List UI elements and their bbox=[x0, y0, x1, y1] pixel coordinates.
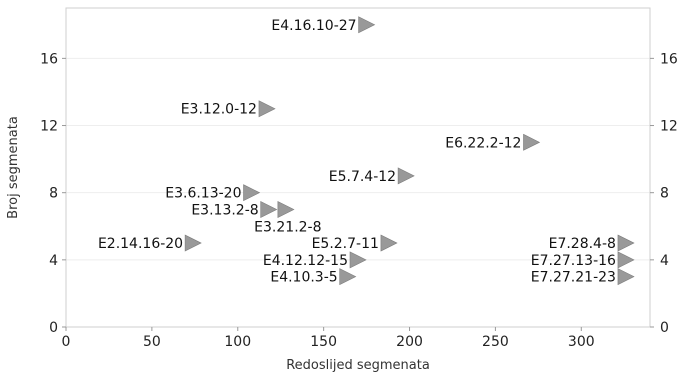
y-tick-label-right: 8 bbox=[660, 186, 669, 202]
data-points: E4.16.10-27 E3.12.0-12 E6.22.2-12 E5.7.4-12… bbox=[98, 16, 635, 286]
y-tick-label-right: 12 bbox=[660, 119, 678, 135]
point-marker bbox=[617, 234, 635, 252]
point-marker bbox=[523, 133, 541, 151]
point-label: E3.21.2-8 bbox=[254, 219, 321, 235]
point-marker bbox=[277, 200, 295, 218]
y-tick-label: 4 bbox=[49, 253, 58, 269]
point-label: E4.10.3-5 bbox=[270, 270, 337, 286]
plot-area bbox=[65, 7, 651, 328]
y-tick-label-right: 16 bbox=[660, 51, 678, 67]
y-tick-label: 12 bbox=[40, 119, 58, 135]
point-marker bbox=[243, 184, 261, 202]
y-tick-label-right: 4 bbox=[660, 253, 669, 269]
point-label: E4.16.10-27 bbox=[271, 18, 356, 34]
point-marker bbox=[397, 167, 415, 185]
x-tick-label: 150 bbox=[310, 334, 337, 350]
point-label: E7.27.13-16 bbox=[531, 253, 616, 269]
point-label: E3.6.13-20 bbox=[165, 186, 241, 202]
y-tick-label: 16 bbox=[40, 51, 58, 67]
point-label: E5.2.7-11 bbox=[312, 236, 379, 252]
y-axis-title: Broj segmenata bbox=[6, 116, 21, 219]
point-label: E3.12.0-12 bbox=[181, 102, 257, 118]
y-tick-label: 8 bbox=[49, 186, 58, 202]
point-marker bbox=[349, 251, 367, 269]
point-marker bbox=[358, 16, 376, 34]
point-marker bbox=[260, 200, 278, 218]
point-label: E7.28.4-8 bbox=[549, 236, 616, 252]
point-marker bbox=[380, 234, 398, 252]
point-label: E7.27.21-23 bbox=[531, 270, 616, 286]
point-label: E2.14.16-20 bbox=[98, 236, 183, 252]
grid bbox=[66, 57, 650, 261]
point-label: E4.12.12-15 bbox=[263, 253, 348, 269]
x-axis-title: Redoslijed segmenata bbox=[286, 358, 430, 373]
x-tick-label: 50 bbox=[143, 334, 161, 350]
y-tick-label: 0 bbox=[49, 320, 58, 336]
point-marker bbox=[184, 234, 202, 252]
point-marker bbox=[339, 268, 357, 286]
x-tick-label: 200 bbox=[396, 334, 423, 350]
point-marker bbox=[617, 251, 635, 269]
point-label: E5.7.4-12 bbox=[329, 169, 396, 185]
x-tick-label: 0 bbox=[62, 334, 71, 350]
point-marker bbox=[258, 100, 276, 118]
y-tick-label-right: 0 bbox=[660, 320, 669, 336]
point-marker bbox=[617, 268, 635, 286]
point-label: E3.13.2-8 bbox=[191, 202, 258, 218]
x-tick-label: 300 bbox=[568, 334, 595, 350]
x-tick-label: 250 bbox=[482, 334, 509, 350]
x-tick-label: 100 bbox=[224, 334, 251, 350]
point-label: E6.22.2-12 bbox=[445, 135, 521, 151]
